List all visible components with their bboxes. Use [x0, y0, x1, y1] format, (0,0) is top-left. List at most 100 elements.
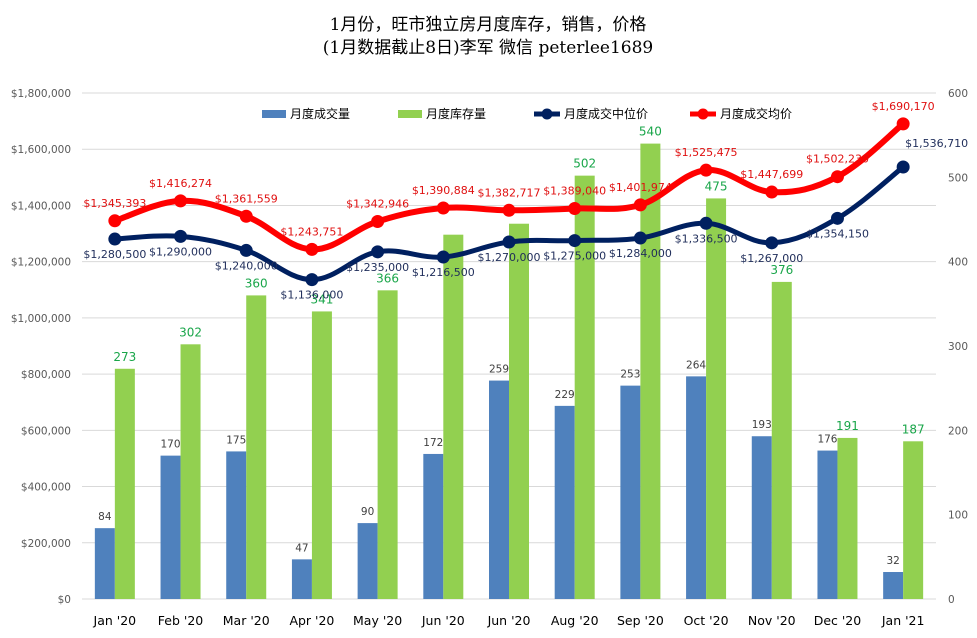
inventory-bar	[509, 223, 529, 599]
sales-value-label: 84	[98, 511, 112, 523]
average-price-point	[239, 209, 253, 223]
legend-label: 月度库存量	[426, 106, 486, 121]
average-price-label: $1,342,946	[346, 197, 409, 210]
inventory-bar	[640, 143, 661, 599]
inventory-value-label: 273	[113, 350, 136, 364]
sales-value-label: 264	[686, 359, 706, 371]
inventory-bar	[706, 198, 727, 599]
data-labels: 84 273 $1,280,500 $1,345,393 170 302 $1,290,00…	[83, 100, 968, 567]
sales-bar	[423, 453, 444, 599]
median-price-label: $1,240,000	[215, 259, 278, 272]
average-price-label: $1,361,559	[215, 192, 278, 205]
median-price-label: $1,216,500	[412, 266, 475, 279]
sales-value-label: 176	[817, 434, 837, 446]
average-price-point	[765, 185, 779, 199]
legend-marker	[697, 108, 709, 120]
category-label: Apr '20	[289, 613, 334, 628]
inventory-bar	[180, 344, 201, 599]
average-price-label: $1,389,040	[543, 185, 606, 198]
median-price-label: $1,284,000	[609, 247, 672, 260]
category-label: Feb '20	[158, 613, 203, 628]
category-label: Dec '20	[814, 613, 862, 628]
average-price-label: $1,416,274	[149, 177, 212, 190]
category-label: Mar '20	[223, 613, 270, 628]
left-tick-label: $1,600,000	[11, 144, 71, 156]
inventory-value-label: 191	[836, 419, 859, 433]
sales-bar	[94, 528, 115, 599]
left-tick-label: $0	[58, 594, 71, 606]
sales-bar	[817, 450, 838, 599]
median-price-label: $1,275,000	[543, 250, 606, 263]
category-label: Jan '21	[881, 613, 925, 628]
median-price-label: $1,354,150	[806, 227, 869, 240]
median-price-point	[699, 216, 713, 230]
inventory-value-label: 341	[310, 292, 333, 306]
sales-bar	[291, 559, 312, 599]
average-price-point	[699, 163, 713, 177]
sales-bar	[357, 523, 378, 599]
sales-value-label: 47	[295, 542, 308, 554]
median-price-point	[436, 250, 450, 264]
average-price-point	[502, 203, 516, 217]
average-price-label: $1,382,717	[478, 186, 541, 199]
sales-bar	[686, 376, 707, 599]
inventory-bar	[377, 290, 398, 599]
chart-title-line1: 1月份，旺市独立房月度库存，销售，价格	[330, 15, 647, 35]
sales-bar	[226, 451, 247, 599]
median-price-point	[371, 245, 385, 259]
average-price-label: $1,345,393	[83, 197, 146, 210]
median-price-label: $1,270,000	[478, 251, 541, 264]
right-tick-label: 200	[948, 425, 968, 437]
inventory-value-label: 187	[902, 422, 925, 436]
chart-title-line2: (1月数据截止8日)李军 微信 peterlee1689	[323, 38, 654, 58]
legend-label: 月度成交均价	[720, 106, 792, 121]
right-tick-label: 500	[948, 172, 968, 184]
left-tick-label: $1,400,000	[11, 200, 71, 212]
median-price-point	[568, 234, 582, 248]
median-price-point	[765, 236, 779, 250]
average-price-point	[108, 214, 122, 228]
median-price-label: $1,336,500	[675, 232, 738, 245]
median-price-label: $1,280,500	[83, 248, 146, 261]
median-price-label: $1,136,000	[280, 289, 343, 302]
median-price-point	[896, 160, 910, 174]
sales-value-label: 175	[226, 434, 246, 446]
category-label: Aug '20	[551, 613, 599, 628]
right-tick-label: 400	[948, 257, 968, 269]
right-tick-label: 100	[948, 510, 968, 522]
average-price-point	[371, 214, 385, 228]
average-price-label: $1,401,974	[609, 181, 672, 194]
category-label: May '20	[353, 613, 402, 628]
median-price-label: $1,536,710	[905, 137, 968, 150]
average-price-label: $1,447,699	[740, 168, 803, 181]
right-tick-label: 600	[948, 88, 968, 100]
inventory-value-label: 475	[705, 179, 728, 193]
median-price-label: $1,235,000	[346, 261, 409, 274]
average-price-label: $1,390,884	[412, 184, 475, 197]
average-price-label: $1,502,230	[806, 153, 869, 166]
sales-bar	[751, 436, 772, 599]
inventory-value-label: 302	[179, 325, 202, 339]
left-tick-label: $200,000	[21, 538, 71, 550]
category-label: Oct '20	[684, 613, 729, 628]
median-price-label: $1,290,000	[149, 245, 212, 258]
left-tick-label: $1,200,000	[11, 257, 71, 269]
inventory-bar	[114, 368, 135, 599]
median-price-point	[502, 235, 516, 249]
sales-value-label: 253	[620, 369, 640, 381]
sales-bar	[489, 380, 509, 599]
inventory-bar	[903, 441, 924, 599]
sales-value-label: 193	[752, 419, 772, 431]
left-tick-label: $600,000	[21, 425, 71, 437]
legend-label: 月度成交中位价	[564, 106, 648, 121]
sales-value-label: 170	[161, 439, 181, 451]
sales-value-label: 90	[361, 506, 374, 518]
average-price-point	[568, 202, 582, 216]
legend: 月度成交量 月度库存量 月度成交中位价 月度成交均价	[262, 106, 792, 121]
sales-value-label: 259	[489, 364, 509, 376]
category-label: Jan '20	[93, 613, 137, 628]
average-price-point	[174, 194, 188, 208]
right-tick-label: 300	[948, 341, 968, 353]
category-axis: Jan '20 Feb '20 Mar '20 Apr '20 May '20 Jun '…	[93, 613, 925, 628]
